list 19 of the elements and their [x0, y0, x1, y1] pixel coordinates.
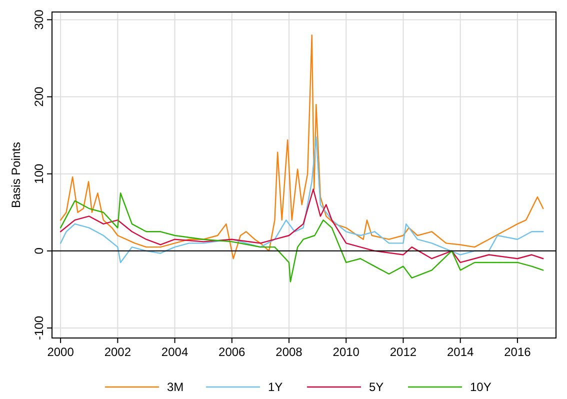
x-tick-label: 2016 — [504, 345, 532, 359]
legend-label: 3M — [167, 380, 184, 394]
x-tick-label: 2000 — [47, 345, 74, 359]
x-tick-label: 2006 — [218, 345, 246, 359]
legend-label: 10Y — [470, 380, 492, 394]
x-tick-label: 2008 — [276, 345, 303, 359]
y-axis-title: Basis Points — [9, 142, 23, 208]
y-tick-label: 200 — [32, 86, 46, 107]
y-tick-label: -100 — [32, 316, 46, 340]
legend-label: 1Y — [268, 380, 283, 394]
legend-label: 5Y — [369, 380, 384, 394]
x-tick-label: 2002 — [104, 345, 132, 359]
x-tick-label: 2004 — [161, 345, 188, 359]
x-tick-label: 2012 — [390, 345, 417, 359]
y-tick-label: 100 — [32, 164, 46, 184]
y-tick-label: 300 — [32, 9, 46, 30]
x-tick-label: 2014 — [446, 345, 474, 359]
x-tick-label: 2010 — [332, 345, 360, 359]
y-tick-label: 0 — [32, 247, 46, 254]
